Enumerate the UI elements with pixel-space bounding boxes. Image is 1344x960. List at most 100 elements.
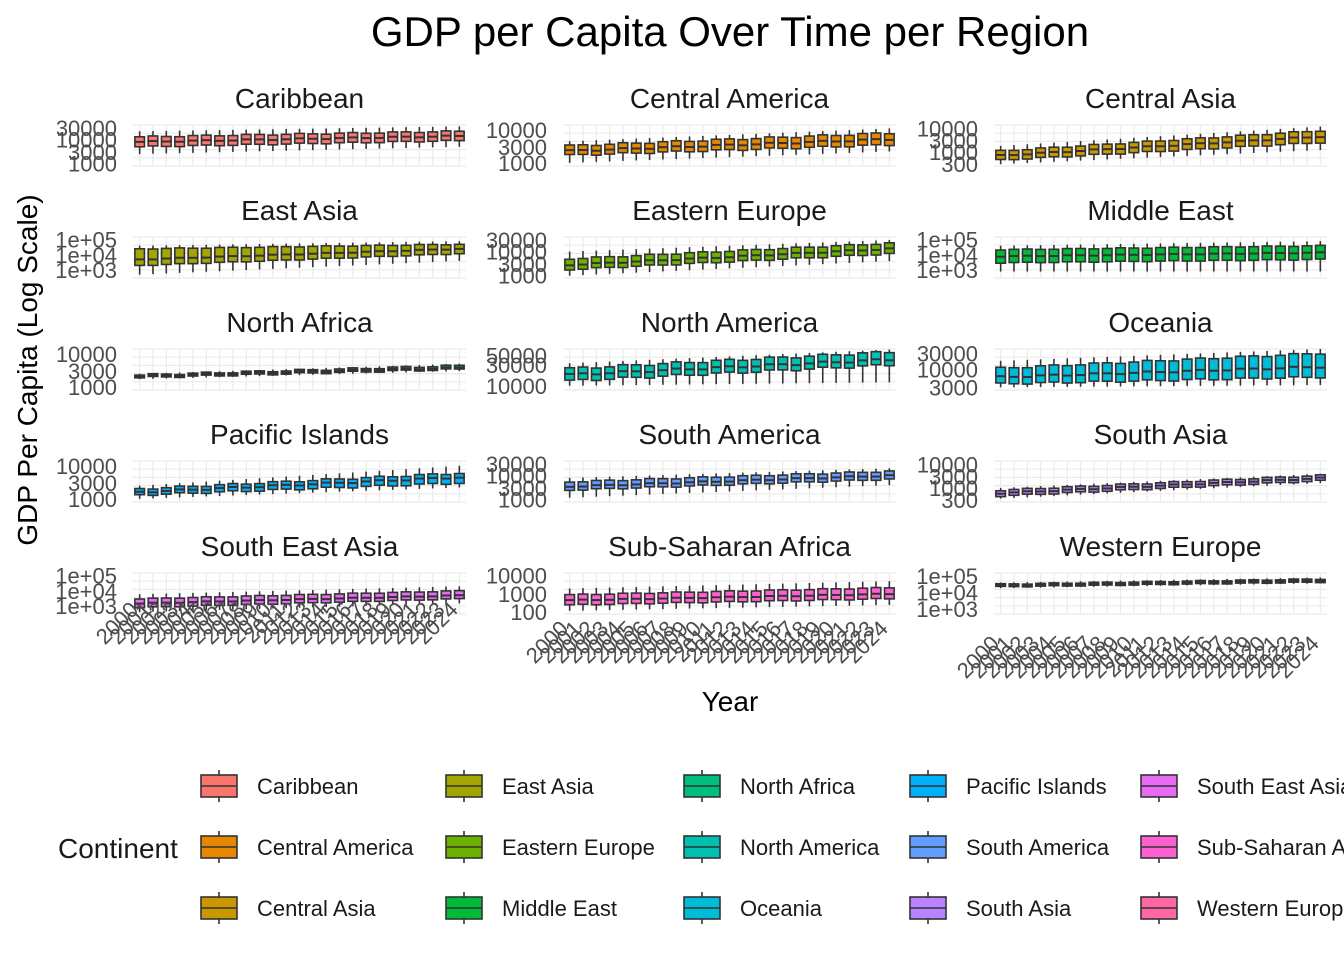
box-2005 xyxy=(200,371,212,378)
box-2005 xyxy=(1061,484,1073,496)
box-2007 xyxy=(657,359,669,385)
legend-item-sub-saharan-africa: Sub-Saharan Africa xyxy=(1140,831,1344,863)
box-2007 xyxy=(227,370,239,377)
box-2001 xyxy=(577,362,589,386)
box-2016 xyxy=(1208,478,1220,489)
legend-item-south-america: South America xyxy=(909,831,1110,863)
box-2006 xyxy=(1074,244,1087,272)
box-2008 xyxy=(670,586,682,609)
box-2017 xyxy=(790,353,802,384)
box-2012 xyxy=(293,590,306,608)
box-2012 xyxy=(293,128,306,151)
y-tick-label: 1000 xyxy=(498,582,547,607)
box-iqr xyxy=(1008,366,1020,385)
box-2021 xyxy=(413,468,425,489)
box-2021 xyxy=(1274,578,1286,585)
box-iqr xyxy=(1194,357,1207,380)
box-2009 xyxy=(253,244,266,270)
box-iqr xyxy=(280,245,292,261)
box-2021 xyxy=(413,587,425,605)
box-2021 xyxy=(1274,475,1286,486)
legend-label: Central Asia xyxy=(257,896,376,921)
y-tick-label: 1e+03 xyxy=(55,594,117,619)
box-2017 xyxy=(1221,352,1233,386)
box-2019 xyxy=(817,352,829,384)
box-2013 xyxy=(737,134,749,157)
box-iqr xyxy=(1048,364,1060,383)
box-2024 xyxy=(883,349,895,383)
legend-label: Oceania xyxy=(740,896,823,921)
box-2004 xyxy=(187,372,199,378)
box-2009 xyxy=(683,136,696,159)
box-2004 xyxy=(617,360,629,386)
box-2000 xyxy=(564,588,576,611)
box-2014 xyxy=(750,133,762,157)
box-2014 xyxy=(320,128,332,150)
box-2007 xyxy=(657,475,669,495)
box-2000 xyxy=(134,131,146,155)
box-iqr xyxy=(293,246,306,261)
box-2001 xyxy=(1008,582,1020,589)
box-2006 xyxy=(643,248,656,273)
box-2024 xyxy=(883,128,895,152)
box-iqr xyxy=(147,248,159,267)
y-tick-label: 10000 xyxy=(56,128,117,153)
box-2002 xyxy=(1021,359,1033,388)
box-2017 xyxy=(360,127,372,149)
y-tick-label: 1e+04 xyxy=(916,243,978,268)
strip-title: Eastern Europe xyxy=(632,195,827,226)
y-tick-label: 30000 xyxy=(486,353,547,378)
box-2024 xyxy=(453,586,465,604)
box-2015 xyxy=(333,473,346,492)
box-2005 xyxy=(1061,141,1073,162)
box-2009 xyxy=(1114,580,1127,587)
box-2015 xyxy=(763,583,776,608)
box-2004 xyxy=(187,592,199,611)
box-iqr xyxy=(857,352,869,367)
box-2013 xyxy=(737,355,749,384)
box-2016 xyxy=(777,583,789,607)
box-2007 xyxy=(657,586,669,610)
box-2013 xyxy=(737,245,749,268)
y-tick-label: 1e+05 xyxy=(55,564,117,589)
box-2002 xyxy=(590,477,602,497)
box-2020 xyxy=(1261,578,1273,585)
box-2020 xyxy=(1261,350,1273,386)
box-2001 xyxy=(147,372,159,379)
box-2020 xyxy=(830,130,842,154)
box-2014 xyxy=(750,244,762,268)
box-2011 xyxy=(280,369,292,376)
box-2000 xyxy=(564,477,576,498)
box-2020 xyxy=(400,365,412,373)
box-iqr xyxy=(883,351,895,367)
box-2006 xyxy=(1074,484,1087,495)
box-2003 xyxy=(1035,359,1047,388)
box-2001 xyxy=(147,484,159,499)
box-2016 xyxy=(1208,352,1220,386)
box-iqr xyxy=(1021,366,1033,385)
box-2024 xyxy=(1314,126,1326,151)
legend-label: East Asia xyxy=(502,774,594,799)
box-2015 xyxy=(763,471,776,490)
box-2006 xyxy=(643,359,656,385)
box-2009 xyxy=(683,474,696,494)
box-2001 xyxy=(1008,245,1020,272)
box-iqr xyxy=(200,247,212,265)
y-tick-label: 3000 xyxy=(929,465,978,490)
legend-label: North America xyxy=(740,835,880,860)
y-tick-label: 300 xyxy=(941,488,978,513)
box-iqr xyxy=(1288,352,1300,378)
box-2012 xyxy=(723,473,736,492)
legend-label: North Africa xyxy=(740,774,856,799)
box-2021 xyxy=(413,241,425,263)
box-2008 xyxy=(240,129,252,152)
box-2003 xyxy=(604,587,616,611)
box-2024 xyxy=(453,126,465,147)
box-2008 xyxy=(670,474,682,494)
